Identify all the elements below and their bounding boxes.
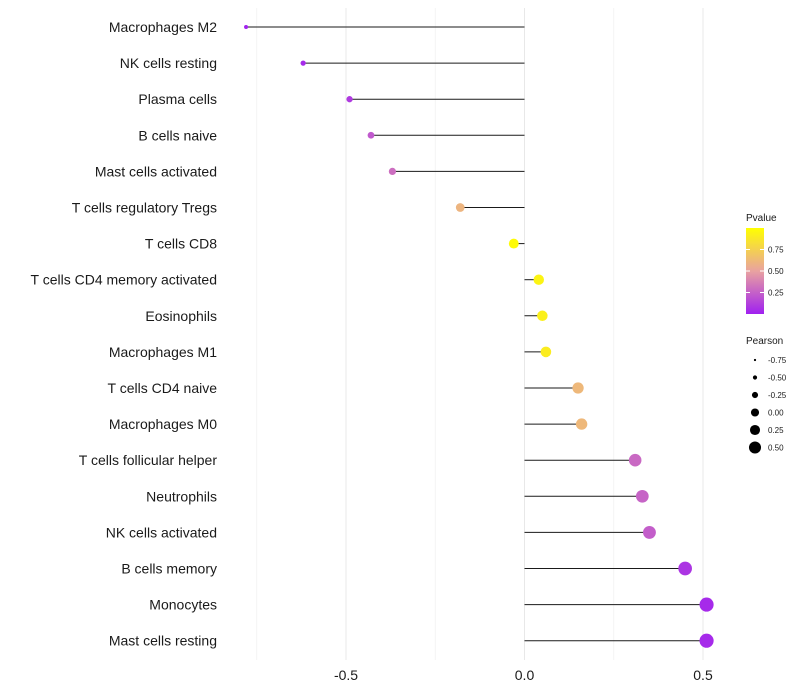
pvalue-tick-label: 0.75 <box>768 246 784 255</box>
lollipop-point <box>533 274 544 285</box>
lollipop-row: T cells CD4 naive <box>108 380 584 396</box>
pearson-key-dot <box>751 391 759 399</box>
lollipop-point <box>388 167 397 176</box>
lollipop-row: Mast cells resting <box>109 633 714 649</box>
lollipop-row: T cells CD4 memory activated <box>31 272 544 288</box>
category-label: Mast cells resting <box>109 633 217 649</box>
pearson-key-label: 0.50 <box>768 444 784 453</box>
pvalue-colorbar <box>746 228 764 314</box>
pvalue-tick-label: 0.50 <box>768 267 784 276</box>
lollipop-row: B cells naive <box>138 127 525 143</box>
pearson-key-dot <box>753 358 757 362</box>
pearson-key-label: -0.50 <box>768 374 787 383</box>
pvalue-tick-label: 0.25 <box>768 289 784 298</box>
lollipop-point <box>300 60 306 66</box>
lollipop-point <box>575 418 588 430</box>
category-label: T cells CD4 memory activated <box>31 272 217 288</box>
lollipop-row: Macrophages M1 <box>109 344 552 360</box>
lollipop-point <box>643 525 656 539</box>
pearson-key-dot <box>750 408 760 417</box>
lollipop-point <box>628 453 642 467</box>
pvalue-legend: Pvalue 0.75 0.50 0.25 <box>746 213 784 314</box>
category-label: Macrophages M0 <box>109 416 217 432</box>
category-label: Macrophages M1 <box>109 344 217 360</box>
lollipop-row: Mast cells activated <box>95 163 525 179</box>
lollipop-point <box>572 382 584 394</box>
lollipop-row: Plasma cells <box>138 91 525 107</box>
pearson-key-label: 0.00 <box>768 409 784 418</box>
grid-lines <box>256 8 704 660</box>
x-axis: -0.5 0.0 0.5 <box>334 667 713 683</box>
pearson-key-label: 0.25 <box>768 426 784 435</box>
category-label: T cells follicular helper <box>79 452 218 468</box>
category-label: B cells naive <box>138 127 217 143</box>
lollipop-row: T cells regulatory Tregs <box>72 200 525 216</box>
lollipop-row: NK cells resting <box>120 55 525 71</box>
lollipop-point <box>540 346 552 358</box>
lollipop-row: Monocytes <box>149 597 714 613</box>
lollipop-row: T cells follicular helper <box>79 452 642 468</box>
lollipop-point <box>635 489 649 503</box>
lollipop-row: T cells CD8 <box>145 236 525 252</box>
category-label: T cells regulatory Tregs <box>72 200 217 216</box>
pearson-key-label: -0.25 <box>768 391 787 400</box>
category-label: Monocytes <box>149 597 217 613</box>
x-tick-label: 0.5 <box>693 667 713 683</box>
lollipop-point <box>699 633 714 648</box>
lollipop-point <box>367 131 375 139</box>
category-label: Neutrophils <box>146 488 217 504</box>
pearson-key-dot <box>752 375 758 380</box>
lollipop-point <box>455 203 465 212</box>
lollipop-row: Macrophages M2 <box>109 19 525 35</box>
category-label: NK cells activated <box>106 524 217 540</box>
category-label: Plasma cells <box>138 91 217 107</box>
category-label: Macrophages M2 <box>109 19 217 35</box>
pearson-key-label: -0.75 <box>768 356 787 365</box>
lollipop-rows: Macrophages M2 NK cells resting Plasma cel… <box>31 19 714 649</box>
lollipop-point <box>244 25 249 29</box>
pvalue-legend-title: Pvalue <box>746 213 777 224</box>
lollipop-row: B cells memory <box>121 561 692 577</box>
x-tick-label: -0.5 <box>334 667 358 683</box>
lollipop-point <box>537 310 548 322</box>
category-label: NK cells resting <box>120 55 217 71</box>
lollipop-point <box>346 96 353 103</box>
lollipop-point <box>699 597 714 612</box>
category-label: B cells memory <box>121 561 217 577</box>
pearson-legend-title: Pearson <box>746 336 783 347</box>
category-label: Eosinophils <box>145 308 217 324</box>
pearson-legend: Pearson -0.75 -0.50 -0.25 0.00 0.25 0.50 <box>746 336 787 454</box>
lollipop-point <box>508 238 519 249</box>
category-label: T cells CD8 <box>145 236 217 252</box>
pearson-key-dot <box>748 441 762 454</box>
category-label: T cells CD4 naive <box>108 380 218 396</box>
lollipop-row: Eosinophils <box>145 308 548 324</box>
lollipop-row: NK cells activated <box>106 524 656 540</box>
category-label: Mast cells activated <box>95 163 217 179</box>
lollipop-row: Macrophages M0 <box>109 416 588 432</box>
x-tick-label: 0.0 <box>515 667 535 683</box>
lollipop-row: Neutrophils <box>146 488 649 504</box>
lollipop-point <box>678 561 692 576</box>
pearson-key-dot <box>749 424 761 436</box>
